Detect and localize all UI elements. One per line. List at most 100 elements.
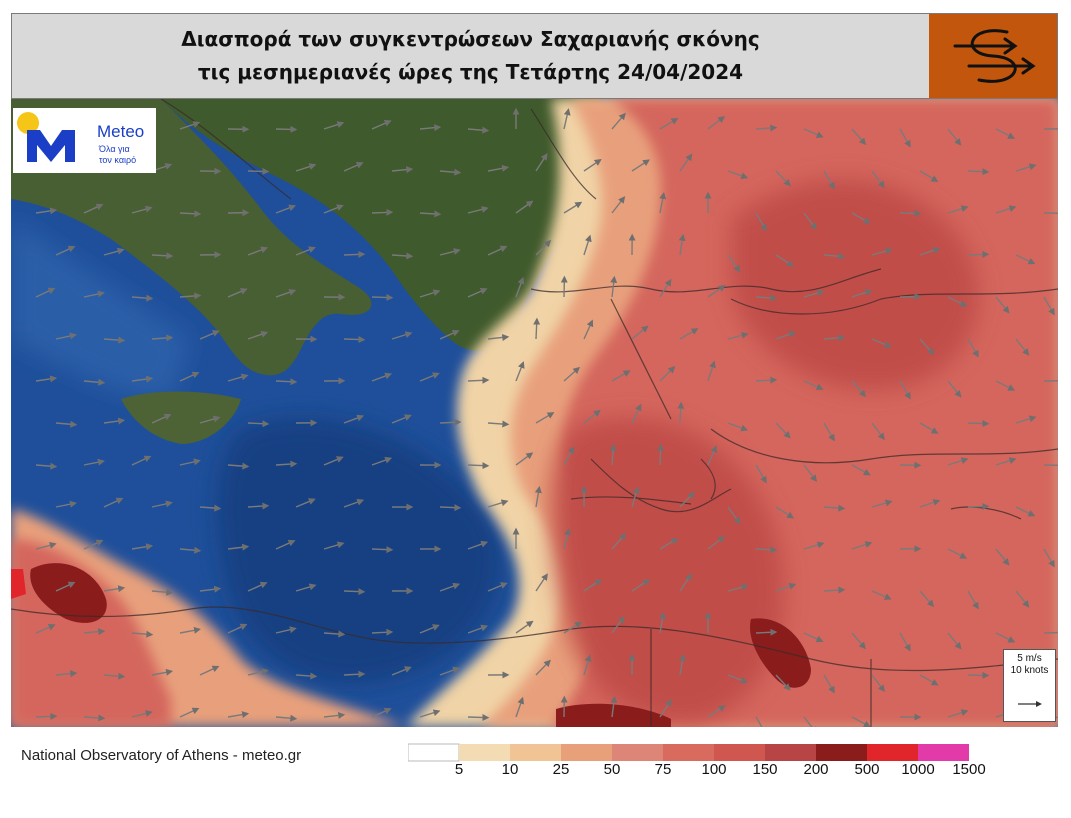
wind-arrow [657, 443, 665, 466]
wind-arrow [419, 709, 441, 718]
wind-arrow [83, 378, 106, 386]
wind-arrow [611, 196, 626, 214]
wind-arrow [1015, 590, 1030, 608]
wind-arrow [295, 498, 316, 508]
colorbar-label: 5 [454, 761, 464, 778]
colorbar-segment [459, 744, 510, 761]
wind-arrow [247, 502, 270, 510]
title-bar: Διασπορά των συγκεντρώσεων Σαχαριανής σκ… [11, 13, 1058, 99]
wind-arrow [419, 124, 442, 132]
wind-arrow [227, 623, 248, 634]
logo-tagline-line-2: τον καιρό [99, 155, 137, 165]
wind-arrow [199, 665, 220, 676]
wind-arrow [1015, 254, 1036, 265]
wind-arrow [803, 212, 817, 231]
wind-arrow [343, 414, 365, 424]
wind-arrow [679, 328, 699, 340]
wind-arrow [851, 289, 873, 298]
wind-arrow [679, 491, 695, 508]
dust-concentration-map [11, 99, 1058, 727]
wind-arrow [1015, 415, 1037, 424]
wind-arrow [678, 653, 686, 676]
balkan-land [161, 99, 601, 351]
wind-arrow [631, 486, 640, 508]
wind-arrow [677, 401, 685, 424]
wind-arrow [678, 233, 686, 256]
wind-arrow [343, 335, 366, 343]
wind-arrow [707, 535, 725, 550]
wind-arrow [583, 319, 594, 340]
wind-arrow [775, 674, 791, 691]
wind-arrow [55, 500, 77, 508]
wind-arrow [947, 457, 969, 466]
wind-arrow [947, 709, 969, 718]
wind-arrow [467, 376, 490, 384]
wind-arrow [851, 541, 873, 550]
wind-arrow [823, 252, 846, 260]
wind-arrow [727, 674, 748, 684]
wind-arrow [947, 205, 969, 214]
wind-arrow [439, 248, 461, 256]
wind-arrow [343, 162, 364, 172]
wind-arrow [727, 170, 749, 180]
wind-arrow [371, 628, 394, 636]
wind-arrow [323, 711, 346, 719]
wind-arrow [103, 247, 125, 256]
wind-arrow [343, 670, 366, 678]
wind-arrow [227, 373, 249, 382]
wind-arrow [103, 672, 126, 680]
logo-tagline-line-1: Όλα για [99, 144, 130, 154]
wind-arrow [851, 464, 871, 476]
wind-arrow [707, 360, 716, 382]
colorbar-segment [510, 744, 561, 761]
wind-arrow [295, 672, 318, 680]
meteo-m-logo-icon [27, 130, 75, 162]
wind-arrow [439, 504, 462, 512]
wind-arrow [515, 200, 534, 214]
wind-arrow [919, 422, 939, 434]
wind-arrow [487, 164, 510, 172]
wind-arrow [247, 246, 269, 256]
dust-core-south [551, 417, 785, 724]
wind-arrow [515, 361, 525, 382]
wind-arrow [995, 128, 1016, 139]
wind-arrow [755, 294, 778, 302]
wind-arrow [707, 284, 726, 298]
wind-arrow [35, 207, 58, 215]
wind-arrow [775, 422, 791, 439]
wind-arrow [391, 666, 412, 676]
wind-arrow [899, 128, 911, 148]
wind-arrow [391, 252, 414, 260]
colorbar-label: 1000 [901, 761, 935, 778]
wind-arrow [535, 573, 548, 592]
wind-arrow [83, 539, 104, 550]
wind-arrow [631, 403, 642, 424]
wind-arrow [755, 546, 778, 554]
wind-arrow [631, 579, 650, 592]
wind-arrow [103, 417, 126, 425]
wind-arrow [247, 330, 269, 340]
wind-arrow [179, 707, 200, 718]
wind-arrow [275, 378, 298, 386]
wind-arrow [487, 333, 510, 341]
dust-max-africa [30, 563, 107, 623]
wind-arrow [275, 539, 296, 550]
wind-arrow [727, 254, 741, 273]
wind-arrow [55, 420, 78, 428]
wind-arrow [535, 153, 548, 172]
wind-arrow [659, 538, 679, 550]
wind-arrow [803, 289, 825, 298]
wind-arrow [727, 583, 749, 592]
wind-arrow [534, 485, 542, 508]
wind-arrow [679, 153, 693, 172]
wind-arrow [899, 380, 911, 400]
wind-arrow [919, 590, 935, 608]
wind-arrow [535, 239, 552, 256]
wind-arrow [275, 204, 297, 214]
wind-arrow [871, 422, 885, 441]
wind-arrow [323, 456, 344, 466]
wind-speed-knots: 10 knots [1010, 665, 1049, 676]
wind-arrow [151, 668, 174, 676]
colorbar-label: 500 [854, 761, 880, 778]
wind-arrow [131, 375, 154, 383]
